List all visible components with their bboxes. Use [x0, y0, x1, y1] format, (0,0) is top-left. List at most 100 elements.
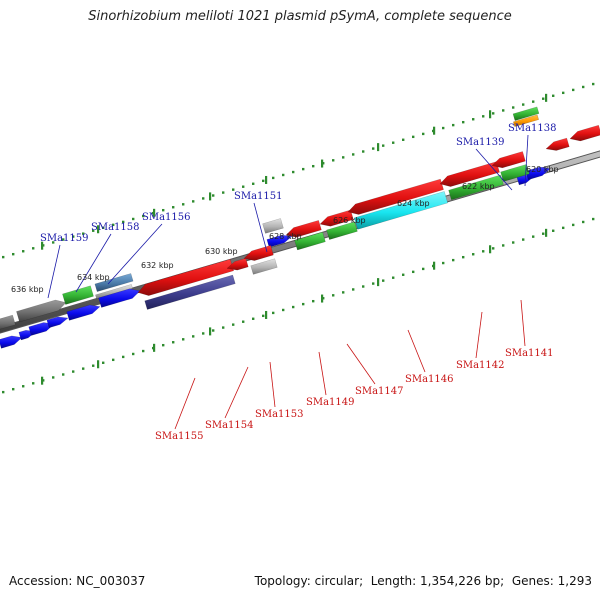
track-dot: [592, 217, 595, 221]
track-dot: [342, 291, 345, 294]
track-dot: [102, 226, 105, 229]
track-dot: [532, 235, 535, 238]
scale-tick-label: 634 kbp: [77, 273, 110, 282]
track-dot: [242, 320, 245, 323]
leader-line: [475, 148, 513, 191]
gene-arrow: [262, 218, 284, 234]
track-dot: [542, 97, 545, 100]
track-dot: [302, 167, 305, 171]
major-tick: [433, 126, 436, 135]
track-dot: [122, 220, 125, 224]
major-tick: [41, 376, 44, 385]
topology-label: Topology:: [254, 574, 311, 588]
gene-arrow: [512, 114, 540, 127]
track-dot: [422, 267, 425, 271]
gene-label-reverse: SMa1149: [306, 397, 355, 408]
track-dot: [12, 387, 15, 391]
map-title: Sinorhizobium meliloti 1021 plasmid pSym…: [88, 9, 512, 24]
track-dot: [462, 255, 465, 259]
gene-label-reverse: SMa1141: [505, 348, 554, 359]
gene-arrow: [569, 124, 600, 142]
gene-arrow: [448, 174, 504, 201]
length-value: 1,354,226 bp: [420, 574, 501, 588]
track-dot: [182, 338, 185, 341]
gene-label-forward: SMa1138: [508, 123, 557, 134]
track-dot: [472, 253, 475, 256]
gene-label-forward: SMa1139: [456, 137, 505, 148]
major-tick: [97, 360, 100, 369]
scale-tick-label: 636 kbp: [11, 285, 44, 294]
gene-arrow: [66, 304, 101, 321]
track-dot: [32, 247, 35, 250]
gene-arrow: [354, 191, 448, 230]
genes-value: 1,293: [557, 574, 592, 588]
track-dot: [332, 159, 335, 162]
track-dot: [392, 141, 395, 144]
track-dot: [22, 250, 25, 253]
sequence-summary: Topology: circular; Length: 1,354,226 bp…: [254, 574, 592, 588]
major-tick: [209, 327, 212, 336]
track-dot: [222, 191, 225, 194]
track-dot: [22, 385, 25, 388]
track-dot: [132, 217, 135, 221]
major-tick: [153, 343, 156, 352]
track-dot: [52, 241, 55, 244]
track-dot: [452, 123, 455, 127]
track-dot: [492, 247, 495, 250]
track-dot: [282, 308, 285, 312]
major-tick: [433, 261, 436, 270]
gene-arrow: [500, 164, 530, 182]
gene-arrow: [525, 166, 551, 181]
track-dot: [272, 311, 275, 315]
track-dot: [502, 109, 505, 112]
track-dot: [562, 226, 565, 230]
gene-arrow: [285, 220, 322, 238]
track-dot: [452, 258, 455, 262]
major-tick: [41, 241, 44, 250]
track-dot: [582, 220, 585, 224]
gene-labels: 620 kbp 622 kbp 624 kbp 626 kbp 628 kbp 630 k…: [11, 123, 559, 442]
track-dot: [522, 238, 525, 241]
track-dot: [362, 150, 365, 153]
track-dot: [92, 364, 95, 367]
major-tick: [545, 228, 548, 237]
accession-info: Accession: NC_003037: [9, 574, 145, 588]
track-dot: [202, 197, 205, 200]
leader-line: [475, 311, 483, 359]
leader-line: [269, 361, 276, 408]
track-dot: [402, 138, 405, 141]
gene-arrow: [243, 245, 274, 261]
track-dot: [372, 282, 375, 285]
gene-arrow: [491, 151, 526, 169]
track-dot: [412, 270, 415, 274]
gene-label-reverse: SMa1142: [456, 360, 505, 371]
gene-arrow: [0, 314, 16, 330]
track-dot: [262, 179, 265, 183]
track-dot: [422, 132, 425, 136]
track-dot: [372, 147, 375, 150]
leader-line: [253, 202, 268, 253]
track-dot: [462, 120, 465, 124]
scale-tick-label: 626 kbp: [333, 216, 366, 225]
track-dot: [162, 343, 165, 347]
major-tick: [265, 310, 268, 319]
gene-label-reverse: SMa1154: [205, 420, 254, 431]
track-dot: [272, 176, 275, 180]
track-dot: [112, 223, 115, 227]
track-dot: [292, 170, 295, 174]
major-tick: [153, 208, 156, 217]
track-dot: [62, 238, 65, 241]
track-dot: [232, 188, 235, 191]
track-dot: [352, 288, 355, 291]
track-dot: [312, 299, 315, 303]
gene-arrow: [94, 273, 134, 292]
track-dot: [442, 126, 445, 130]
track-dot: [62, 373, 65, 376]
track-dot: [572, 223, 575, 227]
major-tick: [489, 110, 492, 119]
gene-label-reverse: SMa1146: [405, 374, 454, 385]
gene-label-forward: SMa1158: [91, 222, 140, 233]
gene-arrow: [0, 335, 23, 349]
